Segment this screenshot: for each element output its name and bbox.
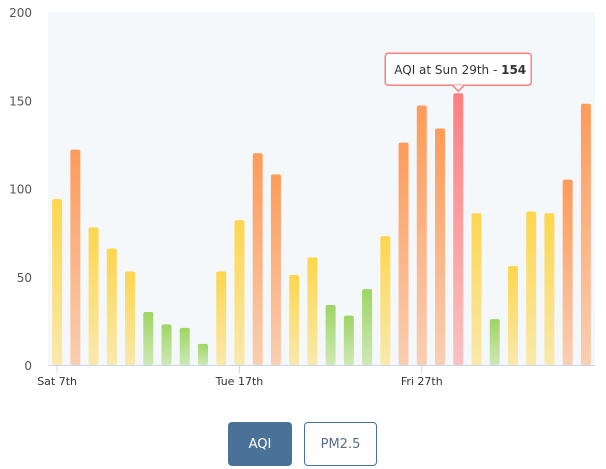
x-tick-label: Sat 7th [37, 375, 77, 388]
bar[interactable] [435, 128, 446, 365]
svg-text:AQI at Sun 29th - 154: AQI at Sun 29th - 154 [394, 63, 526, 77]
bar[interactable] [216, 271, 227, 365]
bar[interactable] [526, 211, 537, 365]
bar[interactable] [307, 257, 318, 365]
bar[interactable] [70, 149, 81, 365]
y-tick-label: 50 [17, 271, 32, 285]
bar[interactable] [289, 274, 300, 365]
bar[interactable] [179, 327, 190, 365]
bar[interactable] [562, 179, 573, 365]
bar[interactable] [88, 227, 99, 365]
bar[interactable] [161, 324, 172, 365]
tooltip: AQI at Sun 29th - 154 [384, 52, 532, 93]
bar[interactable] [125, 271, 136, 365]
bar[interactable] [252, 153, 263, 365]
bar[interactable] [197, 343, 208, 365]
bar[interactable] [544, 213, 555, 365]
bar[interactable] [471, 213, 482, 365]
x-tick-label: Tue 17th [215, 375, 264, 388]
bar[interactable] [270, 174, 281, 365]
bar[interactable] [325, 304, 336, 365]
pm25-button[interactable]: PM2.5 [304, 422, 377, 466]
bar[interactable] [507, 266, 518, 365]
bar[interactable] [52, 199, 63, 365]
y-tick-label: 100 [9, 183, 32, 197]
bar[interactable] [453, 93, 464, 365]
y-tick-label: 0 [24, 359, 32, 373]
bar[interactable] [380, 236, 391, 365]
bar[interactable] [398, 142, 409, 365]
bar[interactable] [362, 289, 373, 365]
bar[interactable] [416, 105, 427, 366]
bar[interactable] [580, 103, 591, 365]
bar[interactable] [143, 312, 154, 365]
bar[interactable] [106, 248, 117, 365]
aqi-button[interactable]: AQI [228, 422, 292, 466]
y-tick-label: 150 [9, 94, 32, 108]
x-tick-label: Fri 27th [401, 375, 443, 388]
bar[interactable] [234, 220, 245, 365]
bar[interactable] [343, 315, 354, 365]
y-tick-label: 200 [9, 6, 32, 20]
bar[interactable] [489, 319, 500, 365]
